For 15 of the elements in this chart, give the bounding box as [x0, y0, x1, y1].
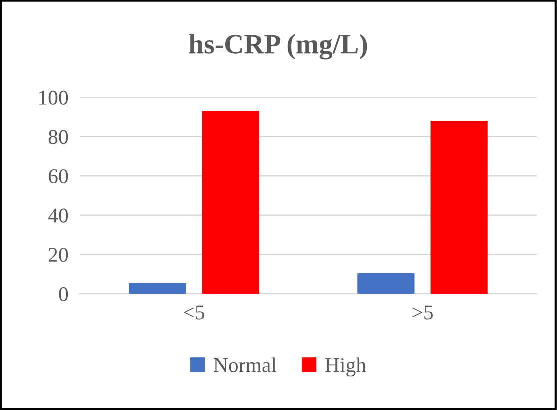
bar [358, 273, 415, 294]
y-tick-label: 80 [48, 130, 68, 144]
legend-label: High [326, 358, 366, 377]
legend-label: Normal [214, 358, 277, 372]
x-tick-label: >5 [412, 306, 434, 320]
bar [129, 283, 186, 294]
y-tick-label: 40 [48, 208, 68, 223]
bar [202, 111, 260, 294]
y-tick-label: 0 [59, 287, 68, 302]
x-tick-label: <5 [184, 306, 205, 320]
chart-title: hs-CRP (mg/L) [189, 34, 368, 60]
y-tick-label: 100 [39, 90, 68, 105]
bar [430, 121, 488, 294]
y-tick-label: 60 [48, 169, 68, 184]
y-tick-label: 20 [48, 248, 68, 262]
